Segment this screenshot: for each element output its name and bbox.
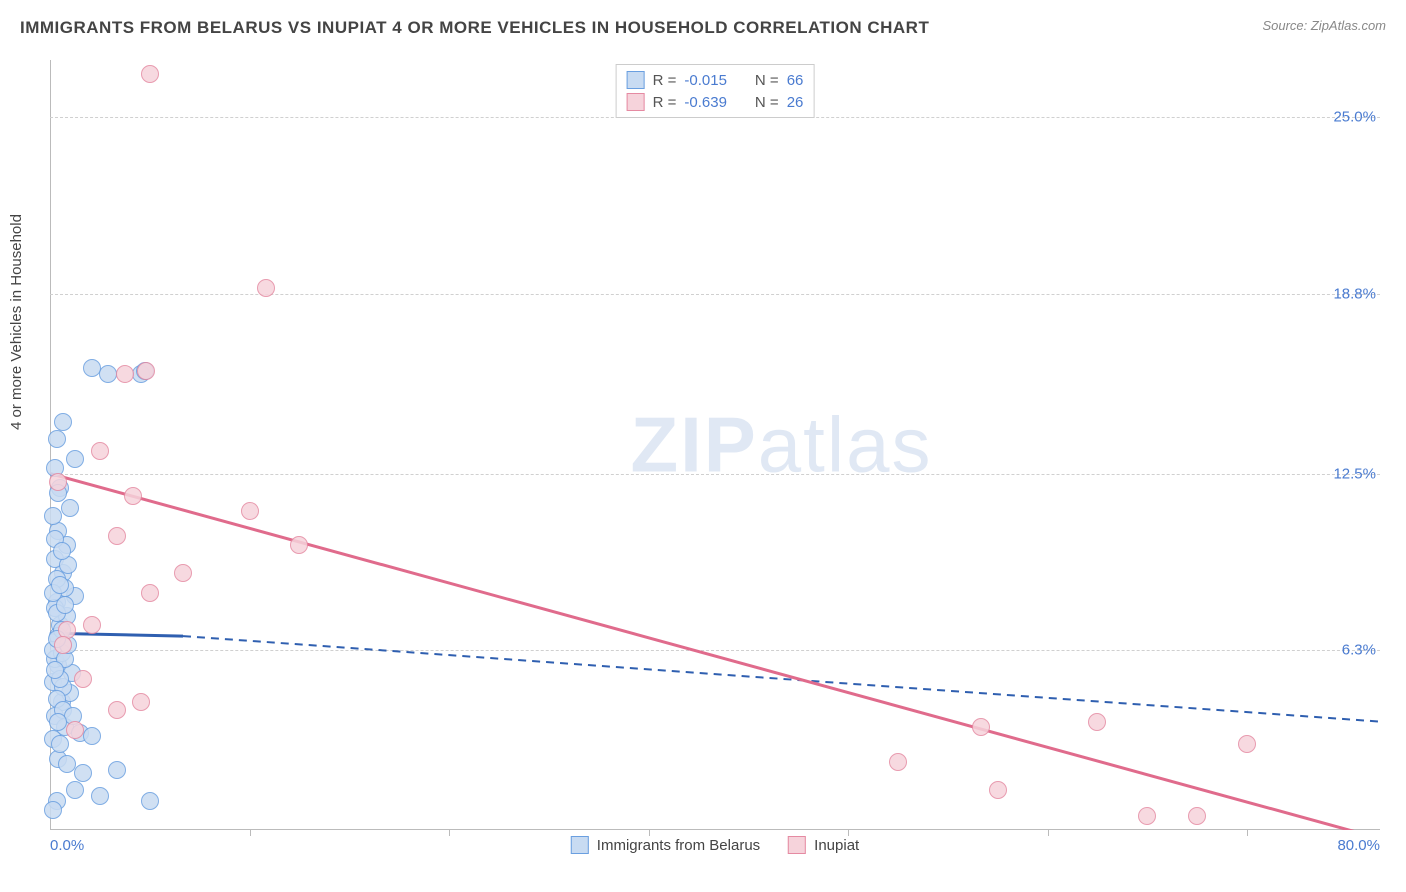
scatter-point-inupiat — [108, 527, 126, 545]
scatter-point-inupiat — [74, 670, 92, 688]
n-label: N = — [755, 72, 779, 89]
trend-lines-svg — [50, 60, 1380, 830]
scatter-point-inupiat — [1238, 735, 1256, 753]
scatter-point-inupiat — [108, 701, 126, 719]
trend-line-inupiat — [50, 474, 1380, 830]
swatch-belarus-icon — [627, 71, 645, 89]
scatter-point-inupiat — [174, 564, 192, 582]
legend-item: Inupiat — [788, 836, 859, 854]
n-value: 66 — [787, 72, 804, 89]
watermark: ZIPatlas — [630, 400, 932, 491]
y-tick-label: 12.5% — [1333, 465, 1376, 482]
legend-label: Inupiat — [814, 837, 859, 854]
scatter-point-inupiat — [257, 279, 275, 297]
stats-legend-box: R = -0.015 N = 66 R = -0.639 N = 26 — [616, 64, 815, 118]
scatter-point-inupiat — [91, 442, 109, 460]
stats-row-inupiat: R = -0.639 N = 26 — [627, 91, 804, 113]
scatter-point-inupiat — [66, 721, 84, 739]
scatter-point-belarus — [54, 413, 72, 431]
x-minor-tick — [250, 830, 251, 836]
bottom-legend: Immigrants from Belarus Inupiat — [571, 836, 859, 854]
scatter-point-belarus — [108, 761, 126, 779]
scatter-point-belarus — [44, 801, 62, 819]
scatter-point-belarus — [56, 596, 74, 614]
stats-row-belarus: R = -0.015 N = 66 — [627, 69, 804, 91]
scatter-point-inupiat — [241, 502, 259, 520]
x-minor-tick — [1247, 830, 1248, 836]
x-minor-tick — [1048, 830, 1049, 836]
r-value: -0.015 — [684, 72, 727, 89]
scatter-point-belarus — [83, 359, 101, 377]
legend-item: Immigrants from Belarus — [571, 836, 760, 854]
scatter-point-inupiat — [124, 487, 142, 505]
scatter-point-inupiat — [137, 362, 155, 380]
scatter-point-belarus — [53, 542, 71, 560]
x-minor-tick — [449, 830, 450, 836]
scatter-point-belarus — [49, 713, 67, 731]
r-label: R = — [653, 72, 677, 89]
scatter-point-inupiat — [989, 781, 1007, 799]
scatter-point-inupiat — [116, 365, 134, 383]
r-label: R = — [653, 94, 677, 111]
scatter-point-inupiat — [141, 584, 159, 602]
scatter-point-belarus — [91, 787, 109, 805]
scatter-point-belarus — [51, 735, 69, 753]
scatter-point-belarus — [66, 450, 84, 468]
scatter-point-inupiat — [132, 693, 150, 711]
legend-swatch-icon — [571, 836, 589, 854]
scatter-point-belarus — [44, 507, 62, 525]
scatter-point-belarus — [51, 576, 69, 594]
scatter-point-inupiat — [1138, 807, 1156, 825]
scatter-point-inupiat — [889, 753, 907, 771]
scatter-point-belarus — [46, 661, 64, 679]
gridline — [50, 650, 1380, 651]
scatter-point-inupiat — [83, 616, 101, 634]
scatter-point-belarus — [141, 792, 159, 810]
x-tick-max: 80.0% — [1337, 837, 1380, 854]
scatter-point-belarus — [61, 499, 79, 517]
scatter-point-belarus — [66, 781, 84, 799]
scatter-point-belarus — [83, 727, 101, 745]
scatter-point-inupiat — [1188, 807, 1206, 825]
scatter-point-belarus — [48, 430, 66, 448]
scatter-point-inupiat — [1088, 713, 1106, 731]
scatter-point-inupiat — [141, 65, 159, 83]
gridline — [50, 294, 1380, 295]
watermark-bold: ZIP — [630, 401, 757, 489]
scatter-point-inupiat — [49, 473, 67, 491]
legend-label: Immigrants from Belarus — [597, 837, 760, 854]
legend-swatch-icon — [788, 836, 806, 854]
y-tick-label: 18.8% — [1333, 285, 1376, 302]
r-value: -0.639 — [684, 94, 727, 111]
swatch-inupiat-icon — [627, 93, 645, 111]
n-value: 26 — [787, 94, 804, 111]
scatter-point-inupiat — [290, 536, 308, 554]
watermark-rest: atlas — [758, 401, 933, 489]
scatter-point-inupiat — [972, 718, 990, 736]
scatter-point-belarus — [74, 764, 92, 782]
n-label: N = — [755, 94, 779, 111]
gridline — [50, 474, 1380, 475]
x-tick-min: 0.0% — [50, 837, 84, 854]
trend-line-dashed-belarus — [183, 636, 1380, 722]
scatter-point-inupiat — [54, 636, 72, 654]
chart-area: ZIPatlas R =-0.015N =66R =-0.639N =26 0.… — [50, 60, 1380, 830]
scatter-point-belarus — [58, 755, 76, 773]
y-axis-label: 4 or more Vehicles in Household — [8, 214, 25, 430]
y-tick-label: 25.0% — [1333, 109, 1376, 126]
chart-title: IMMIGRANTS FROM BELARUS VS INUPIAT 4 OR … — [20, 18, 929, 38]
scatter-point-belarus — [99, 365, 117, 383]
source-credit: Source: ZipAtlas.com — [1262, 18, 1386, 33]
y-tick-label: 6.3% — [1342, 642, 1376, 659]
